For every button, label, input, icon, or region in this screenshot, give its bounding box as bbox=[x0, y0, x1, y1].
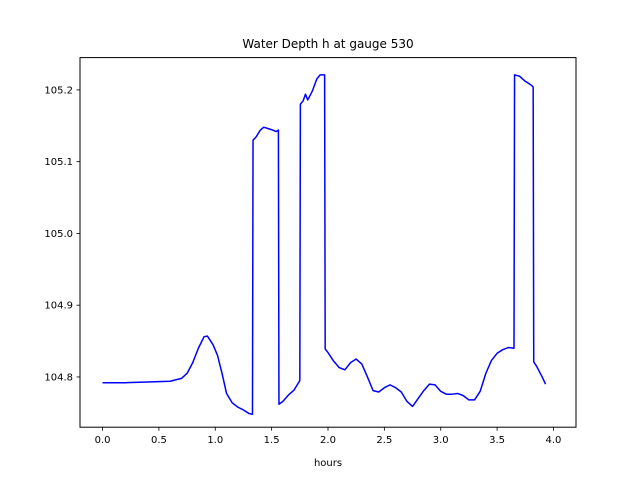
x-tick-label: 0.5 bbox=[151, 435, 167, 446]
y-tick-label: 105.1 bbox=[44, 157, 73, 168]
y-tick-label: 105.2 bbox=[44, 85, 73, 96]
x-axis-label: hours bbox=[314, 458, 342, 469]
y-tick-label: 104.9 bbox=[44, 301, 73, 312]
x-tick-label: 0.0 bbox=[95, 435, 111, 446]
x-tick-label: 3.0 bbox=[433, 435, 449, 446]
x-tick-label: 1.5 bbox=[264, 435, 280, 446]
y-axis: 104.8 104.9 105.0 105.1 105.2 bbox=[44, 85, 80, 383]
series-line-0 bbox=[102, 74, 547, 416]
y-tick-label: 105.0 bbox=[44, 229, 73, 240]
plot-area bbox=[102, 74, 547, 416]
chart-title: Water Depth h at gauge 530 bbox=[242, 37, 413, 51]
x-axis: 0.0 0.5 1.0 1.5 2.0 2.5 3.0 3.5 4.0 bbox=[95, 427, 562, 446]
x-tick-label: 2.0 bbox=[320, 435, 336, 446]
x-tick-label: 1.0 bbox=[207, 435, 223, 446]
x-tick-label: 3.5 bbox=[489, 435, 505, 446]
y-tick-label: 104.8 bbox=[44, 372, 73, 383]
x-tick-label: 4.0 bbox=[546, 435, 562, 446]
x-tick-label: 2.5 bbox=[376, 435, 392, 446]
